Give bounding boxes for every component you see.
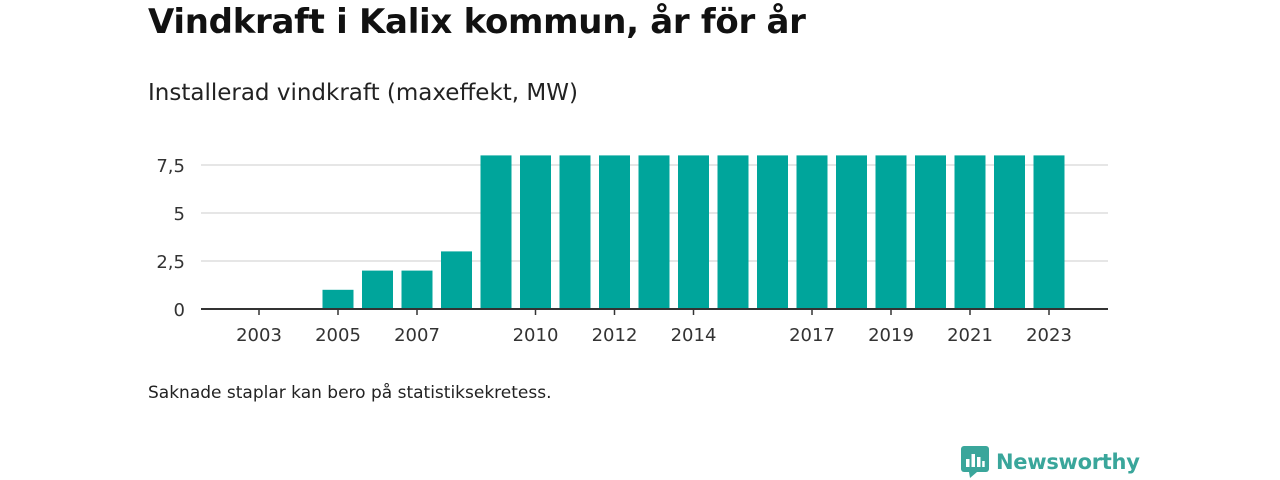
bar [638,155,670,309]
bar [757,155,788,309]
x-tick-label: 2019 [868,325,914,346]
chart-subtitle: Installerad vindkraft (maxeffekt, MW) [148,80,578,106]
bar [1033,155,1065,309]
y-tick-label: 7,5 [156,156,185,177]
bar [836,155,867,309]
brand-logo[interactable]: Newsworthy [961,446,1140,478]
chart-title: Vindkraft i Kalix kommun, år för år [148,2,806,42]
bar [480,155,512,309]
bar [441,251,472,309]
y-tick-label: 2,5 [156,252,185,273]
x-tick-label: 2007 [394,325,440,346]
x-tick-label: 2010 [513,325,559,346]
bar [362,270,393,309]
bar-chart: 0 2,5 5 7,5 2003 2005 2007 2010 2012 2014 2017 201… [156,155,1108,346]
bar [599,155,630,309]
bar [915,155,946,309]
bar [994,155,1025,309]
x-axis-tick-labels: 2003 2005 2007 2010 2012 2014 2017 2019 2021 2023 [236,325,1072,346]
bar [520,155,551,309]
x-tick-label: 2005 [315,325,361,346]
y-tick-label: 0 [174,300,185,321]
x-tick-label: 2021 [947,325,993,346]
y-tick-label: 5 [174,204,185,225]
footnote: Saknade staplar kan bero på statistiksek… [148,383,552,403]
x-tick-label: 2017 [789,325,835,346]
y-axis-tick-labels: 0 2,5 5 7,5 [156,156,185,321]
x-tick-label: 2014 [671,325,717,346]
bars [322,155,1065,309]
bar [875,155,907,309]
newsworthy-logo-icon [961,446,989,478]
bar [954,155,986,309]
bar [401,270,433,309]
brand-name: Newsworthy [996,450,1140,474]
bar [559,155,591,309]
x-tick-label: 2023 [1026,325,1072,346]
bar [796,155,828,309]
x-tick-label: 2012 [592,325,638,346]
bar [717,155,749,309]
bar [322,289,354,309]
x-tick-label: 2003 [236,325,282,346]
x-axis [201,308,1108,315]
bar [678,155,709,309]
